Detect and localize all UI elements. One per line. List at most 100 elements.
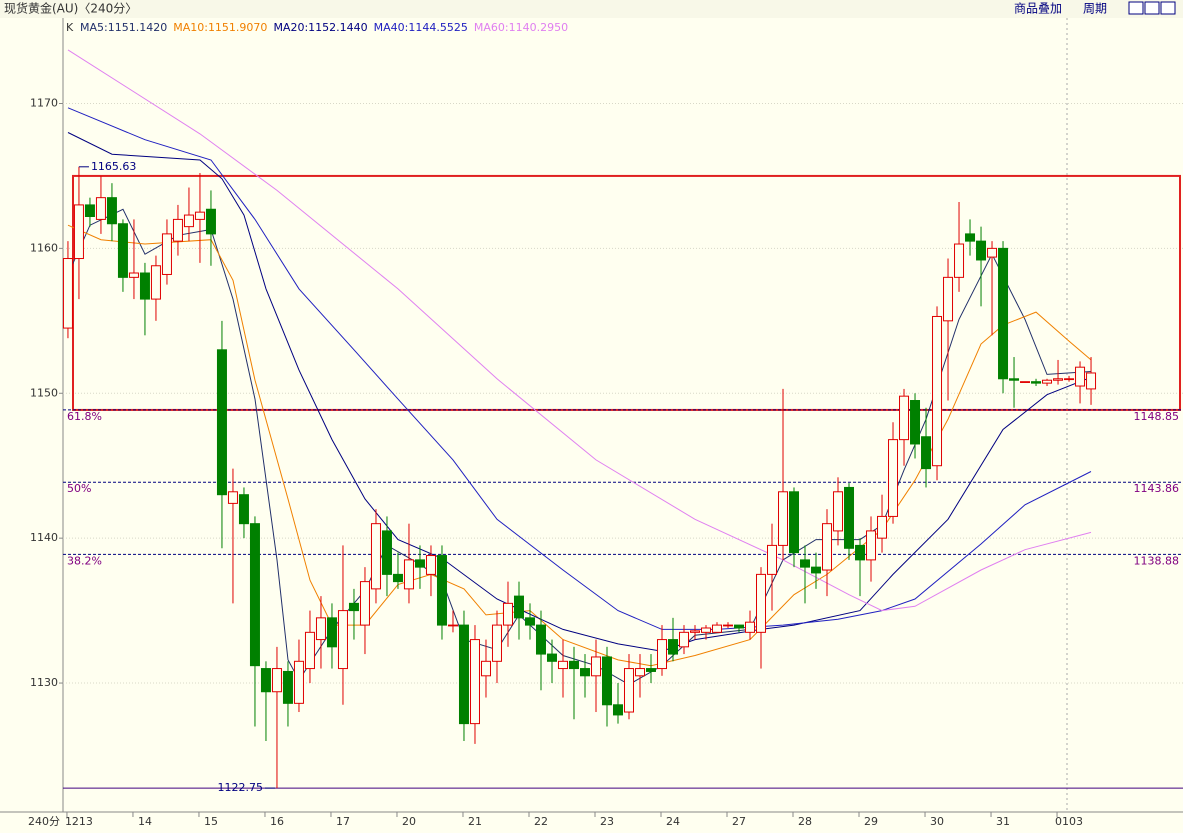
x-tick-label: 0103 <box>1055 815 1083 828</box>
candle-body <box>976 240 987 261</box>
candle-body <box>943 276 954 322</box>
candle-body <box>921 436 932 470</box>
y-tick-label: 1130 <box>30 676 58 689</box>
candle-body <box>745 621 756 633</box>
candle-body <box>337 610 348 670</box>
candle-body <box>216 349 227 496</box>
candle-body <box>1009 378 1020 381</box>
candle-body <box>1075 366 1086 387</box>
header-bar <box>0 0 1183 18</box>
candle-body <box>833 491 844 532</box>
candle-body <box>348 602 359 612</box>
candle-body <box>95 197 106 220</box>
candle-body <box>73 204 84 260</box>
fib-label: 61.8% <box>67 410 102 423</box>
candle-body <box>1064 378 1075 381</box>
nav-left[interactable] <box>1128 1 1144 15</box>
candle-body <box>678 631 689 648</box>
candle-body <box>789 491 800 554</box>
candle-body <box>447 624 458 627</box>
x-tick-label: 24 <box>666 815 680 828</box>
low-label: 1122.75 <box>217 781 263 794</box>
candle-body <box>183 214 194 228</box>
candle-body <box>1042 379 1053 384</box>
candle-body <box>238 494 249 525</box>
candle-body <box>811 566 822 574</box>
candle-body <box>370 523 381 590</box>
candle-body <box>899 395 910 441</box>
ma-line <box>67 224 1092 667</box>
candle-body <box>106 197 117 225</box>
fib-value-label: 1143.86 <box>1134 482 1180 495</box>
candle-body <box>987 247 998 258</box>
highlight-box <box>72 174 1181 411</box>
candle-body <box>161 233 172 275</box>
candle-body <box>701 627 712 633</box>
candle-body <box>502 602 513 626</box>
candle-body <box>172 218 183 242</box>
candle-body <box>866 530 877 561</box>
candle-body <box>1086 372 1097 390</box>
candle-body <box>965 233 976 242</box>
fib-label: 38.2% <box>67 554 102 567</box>
candle-body <box>1020 381 1031 383</box>
x-tick-label: 20 <box>402 815 416 828</box>
candle-body <box>634 668 645 677</box>
candle-body <box>767 544 778 575</box>
candle-body <box>260 668 271 693</box>
candle-body <box>712 624 723 633</box>
candle-body <box>656 639 667 670</box>
candle-body <box>932 315 943 467</box>
candle-body <box>62 258 73 329</box>
legend-entry: MA20:1152.1440 <box>273 21 367 34</box>
candle-body <box>469 639 480 725</box>
legend-entry: MA40:1144.5525 <box>374 21 468 34</box>
candle-body <box>293 660 304 704</box>
x-tick-label: 17 <box>336 815 350 828</box>
x-tick-label: 14 <box>138 815 152 828</box>
candle-body <box>524 617 535 626</box>
candle-body <box>425 555 436 575</box>
candle-body <box>117 223 128 278</box>
candle-body <box>513 595 524 619</box>
nav-full[interactable] <box>1160 1 1176 15</box>
overlay-button[interactable]: 商品叠加 <box>1014 1 1062 16</box>
candle-body <box>150 265 161 300</box>
fib-value-label: 1148.85 <box>1134 410 1180 423</box>
x-tick-label: 28 <box>798 815 812 828</box>
ma-line <box>67 49 1092 612</box>
candle-body <box>403 559 414 590</box>
candle-body <box>579 668 590 677</box>
candle-body <box>1053 378 1064 381</box>
candle-body <box>436 555 447 626</box>
x-tick-label: 22 <box>534 815 548 828</box>
candle-body <box>205 208 216 235</box>
nav-right[interactable] <box>1144 1 1160 15</box>
candle-body <box>734 624 745 629</box>
candle-body <box>557 660 568 670</box>
candle-body <box>282 670 293 704</box>
y-tick-label: 1160 <box>30 241 58 254</box>
candle-body <box>800 559 811 568</box>
candle-body <box>535 624 546 655</box>
legend-entry: MA60:1140.2950 <box>474 21 568 34</box>
fib-value-label: 1138.88 <box>1134 554 1180 567</box>
candle-body <box>392 573 403 583</box>
y-tick-label: 1170 <box>30 96 58 109</box>
candle-body <box>954 243 965 278</box>
x-tick-label: 23 <box>600 815 614 828</box>
candle-body <box>667 639 678 655</box>
candle-body <box>491 624 502 662</box>
candle-body <box>645 668 656 672</box>
candle-body <box>568 660 579 670</box>
x-tick-label: 21 <box>468 815 482 828</box>
ohlc-label: K <box>66 21 74 34</box>
candle-body <box>910 400 921 445</box>
x-tick-label: 30 <box>930 815 944 828</box>
candle-body <box>128 272 139 278</box>
x-tick-label: 29 <box>864 815 878 828</box>
candle-body <box>612 704 623 716</box>
period-button[interactable]: 周期 <box>1083 2 1107 16</box>
y-tick-label: 1140 <box>30 531 58 544</box>
